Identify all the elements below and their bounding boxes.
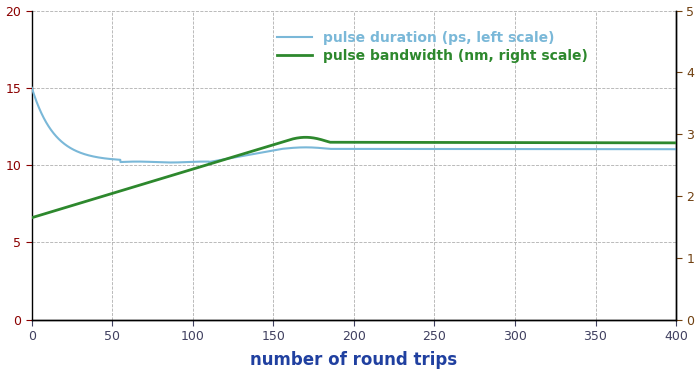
X-axis label: number of round trips: number of round trips — [251, 351, 458, 369]
Line: pulse duration (ps, left scale): pulse duration (ps, left scale) — [32, 88, 676, 162]
pulse bandwidth (nm, right scale) — [620, 141, 629, 145]
Line: pulse bandwidth (nm, right scale): pulse bandwidth (nm, right scale) — [32, 137, 676, 218]
pulse bandwidth (nm, right scale) — [298, 135, 307, 140]
pulse bandwidth (nm, right scale) — [672, 141, 680, 145]
pulse bandwidth (nm, right scale) — [652, 141, 661, 145]
pulse duration (ps, left scale) — [334, 147, 342, 151]
pulse bandwidth (nm, right scale) — [334, 140, 342, 144]
pulse duration (ps, left scale) — [672, 147, 680, 152]
pulse bandwidth (nm, right scale) — [27, 215, 36, 220]
pulse duration (ps, left scale) — [304, 145, 312, 150]
pulse duration (ps, left scale) — [298, 145, 307, 150]
pulse duration (ps, left scale) — [27, 86, 36, 90]
pulse bandwidth (nm, right scale) — [304, 135, 312, 140]
Legend: pulse duration (ps, left scale), pulse bandwidth (nm, right scale): pulse duration (ps, left scale), pulse b… — [273, 27, 592, 67]
pulse bandwidth (nm, right scale) — [302, 135, 310, 140]
pulse duration (ps, left scale) — [167, 160, 175, 165]
pulse duration (ps, left scale) — [496, 147, 504, 151]
pulse duration (ps, left scale) — [652, 147, 661, 152]
pulse bandwidth (nm, right scale) — [496, 140, 504, 145]
pulse duration (ps, left scale) — [620, 147, 629, 152]
